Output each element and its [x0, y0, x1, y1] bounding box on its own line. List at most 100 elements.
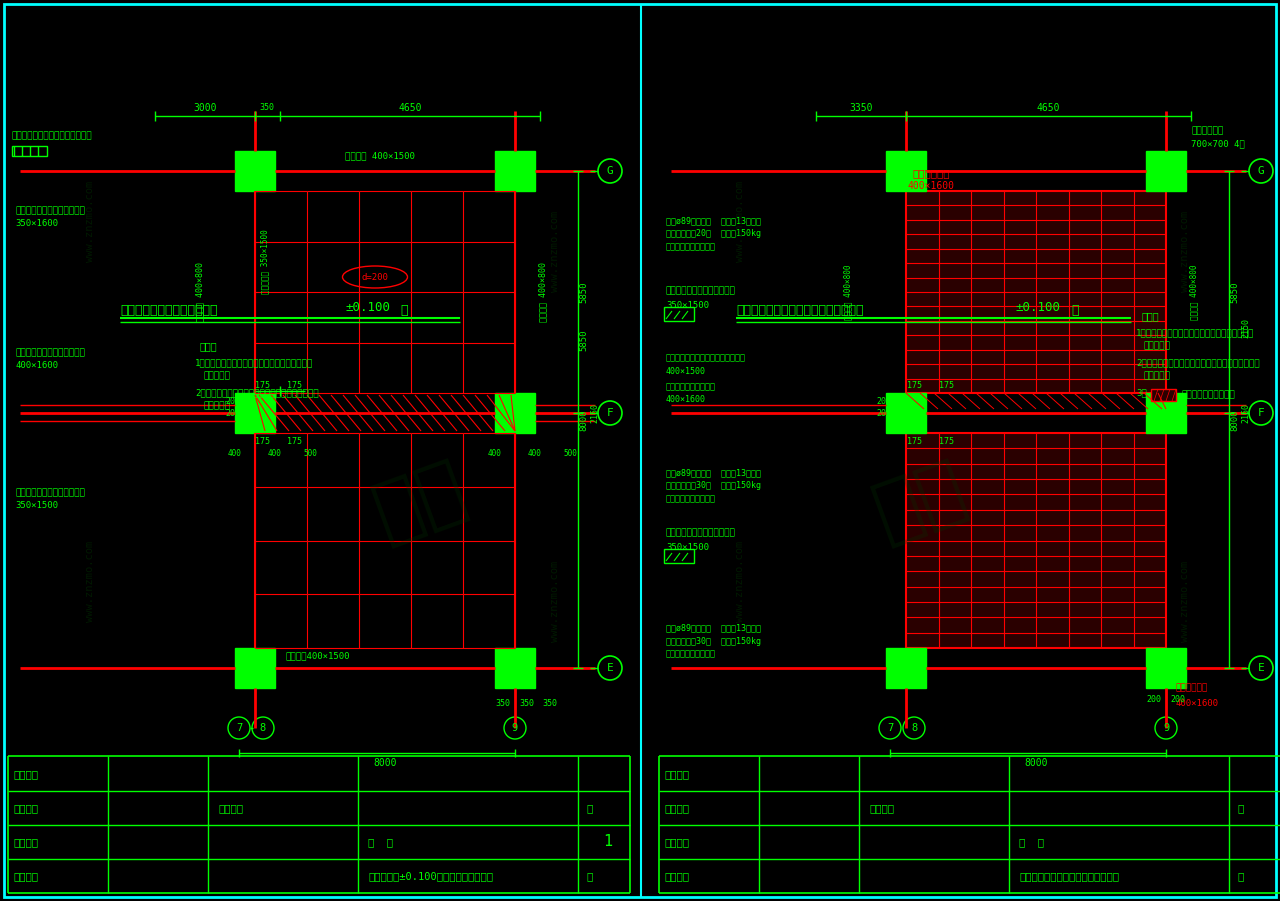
- Text: 1，开洞采用无震动水钻机具施工，避免对原结构: 1，开洞采用无震动水钻机具施工，避免对原结构: [195, 359, 314, 368]
- Text: 2，图上所示尺寸应经过现场核实、甲方确定无误后: 2，图上所示尺寸应经过现场核实、甲方确定无误后: [1137, 359, 1260, 368]
- Bar: [495, 648, 535, 688]
- Text: 采用液压剪破碎后清运: 采用液压剪破碎后清运: [666, 650, 716, 659]
- Text: 350: 350: [520, 698, 535, 707]
- Text: 7: 7: [236, 723, 242, 733]
- Text: www.znzmo.com: www.znzmo.com: [84, 180, 95, 261]
- Text: 将楼板分割成20块  每块约150kg: 将楼板分割成20块 每块约150kg: [666, 230, 762, 239]
- Text: 原结构前束采用水钻切割折除: 原结构前束采用水钻切割折除: [15, 488, 84, 497]
- Text: 工程名称: 工程名称: [869, 803, 893, 813]
- Text: 2，图上所示尺寸应经过现场核实、甲方确定无误后: 2，图上所示尺寸应经过现场核实、甲方确定无误后: [195, 388, 319, 397]
- Text: 号: 号: [586, 871, 593, 881]
- Text: E: E: [607, 663, 613, 673]
- Text: 350×1600: 350×1600: [15, 220, 58, 229]
- Text: 350×1500: 350×1500: [15, 502, 58, 511]
- Text: 原始构梁 400×1500: 原始构梁 400×1500: [346, 151, 415, 160]
- Text: 8: 8: [911, 723, 918, 733]
- Text: 一层楼板（±0.100）局部改造前示意图: 一层楼板（±0.100）局部改造前示意图: [369, 871, 493, 881]
- Text: 350: 350: [260, 104, 274, 113]
- Text: 3000: 3000: [193, 103, 216, 113]
- Text: 知末: 知末: [864, 450, 975, 551]
- Text: 2150: 2150: [1242, 318, 1251, 338]
- Text: ）: ）: [399, 305, 407, 317]
- Text: 施工单位: 施工单位: [664, 871, 689, 881]
- Text: 400: 400: [488, 449, 502, 458]
- Text: 4650: 4650: [398, 103, 421, 113]
- Text: 5850: 5850: [580, 330, 589, 351]
- Bar: [906, 433, 1166, 648]
- Text: 175: 175: [256, 380, 270, 389]
- Bar: [1146, 648, 1187, 688]
- Text: 号: 号: [1236, 871, 1243, 881]
- Text: www.znzmo.com: www.znzmo.com: [550, 560, 561, 642]
- Text: 2150: 2150: [1242, 403, 1251, 423]
- Text: 建设单位: 建设单位: [13, 769, 38, 779]
- Text: 200: 200: [1147, 696, 1161, 705]
- Text: 500: 500: [303, 449, 317, 458]
- Text: 原结构柱加固: 原结构柱加固: [1190, 126, 1224, 135]
- Bar: [495, 393, 535, 433]
- Text: 原结构梁 400×800: 原结构梁 400×800: [196, 262, 205, 322]
- Text: 产生损伤；: 产生损伤；: [1144, 341, 1171, 350]
- Text: 原结构梁 400×800: 原结构梁 400×800: [844, 264, 852, 320]
- Text: 1: 1: [603, 834, 613, 850]
- Text: 一层楼板结构局部拆除、加固示意图: 一层楼板结构局部拆除、加固示意图: [1019, 871, 1119, 881]
- Text: 边跨楼板加固: 边跨楼板加固: [1176, 684, 1208, 693]
- Text: 建设单位: 建设单位: [664, 769, 689, 779]
- Text: 8000: 8000: [1230, 409, 1239, 431]
- Text: 2150: 2150: [590, 403, 599, 423]
- Bar: [664, 307, 694, 321]
- Text: 成孔圈内厚楼板采用水钻切割折除: 成孔圈内厚楼板采用水钻切割折除: [12, 132, 92, 141]
- Text: 产生振伤；: 产生振伤；: [204, 371, 230, 380]
- Text: 采用ø89水钻切制  每米按13格施工: 采用ø89水钻切制 每米按13格施工: [666, 216, 762, 225]
- Bar: [886, 393, 925, 433]
- Text: 175: 175: [938, 380, 954, 389]
- Text: 图: 图: [586, 803, 593, 813]
- Text: 9: 9: [1162, 723, 1169, 733]
- Text: 原结构前束采用水钻切割折除: 原结构前束采用水钻切割折除: [15, 206, 84, 215]
- Text: 一层楼板局部改造前示意图（: 一层楼板局部改造前示意图（: [120, 305, 218, 317]
- Text: 175: 175: [256, 436, 270, 445]
- Bar: [12, 146, 47, 156]
- Text: 知末: 知末: [365, 450, 476, 551]
- Text: 图: 图: [1236, 803, 1243, 813]
- Text: 400: 400: [268, 449, 282, 458]
- Text: d=200: d=200: [361, 272, 388, 281]
- Text: 700×700 4个: 700×700 4个: [1190, 140, 1244, 149]
- Text: 175: 175: [938, 436, 954, 445]
- Text: 原结构梁 400×800: 原结构梁 400×800: [539, 262, 548, 322]
- Text: 400×1600: 400×1600: [1176, 698, 1219, 707]
- Text: 采用ø89水钻切制  每米按13格施工: 采用ø89水钻切制 每米按13格施工: [666, 623, 762, 633]
- Text: ）: ）: [1071, 305, 1079, 317]
- Text: 原结构梁 400×800: 原结构梁 400×800: [1189, 264, 1198, 320]
- Text: 8000: 8000: [1024, 758, 1048, 768]
- Text: www.znzmo.com: www.znzmo.com: [1180, 560, 1190, 642]
- Text: 监理单位: 监理单位: [13, 837, 38, 847]
- Text: 400: 400: [228, 449, 242, 458]
- Text: 说明：: 说明：: [200, 341, 218, 351]
- Bar: [886, 648, 925, 688]
- Text: G: G: [1258, 166, 1265, 176]
- Text: 350: 350: [543, 698, 558, 707]
- Text: 7: 7: [887, 723, 893, 733]
- Text: 采用ø89水钻切制  每米按13格施工: 采用ø89水钻切制 每米按13格施工: [666, 469, 762, 478]
- Text: 采用液压剪破碎后清运: 采用液压剪破碎后清运: [666, 242, 716, 251]
- Text: 设计单位: 设计单位: [13, 803, 38, 813]
- Text: 采用液压剪破碎后清运: 采用液压剪破碎后清运: [666, 495, 716, 504]
- Text: 方可施工。: 方可施工。: [204, 402, 230, 411]
- Text: 400×1500: 400×1500: [666, 367, 707, 376]
- Text: 200: 200: [876, 408, 891, 417]
- Text: 原结构构束采用水钻切割折除: 原结构构束采用水钻切割折除: [15, 349, 84, 358]
- Text: 说明：: 说明：: [1140, 311, 1158, 321]
- Text: 200: 200: [1170, 696, 1185, 705]
- Text: 4650: 4650: [1037, 103, 1060, 113]
- Text: 5850: 5850: [580, 281, 589, 303]
- Text: 350×1500: 350×1500: [666, 543, 709, 552]
- Text: 500: 500: [563, 449, 577, 458]
- Text: 原结构构梁此部分采用水钻切割折除: 原结构构梁此部分采用水钻切割折除: [666, 353, 746, 362]
- Text: 将楼板分割成30块  每块约150kg: 将楼板分割成30块 每块约150kg: [666, 636, 762, 645]
- Text: 175: 175: [906, 436, 922, 445]
- Text: 原结构梁加固: 原结构梁加固: [913, 168, 950, 178]
- Bar: [236, 393, 275, 433]
- Text: 8000: 8000: [580, 409, 589, 431]
- Text: 350×1500: 350×1500: [666, 302, 709, 311]
